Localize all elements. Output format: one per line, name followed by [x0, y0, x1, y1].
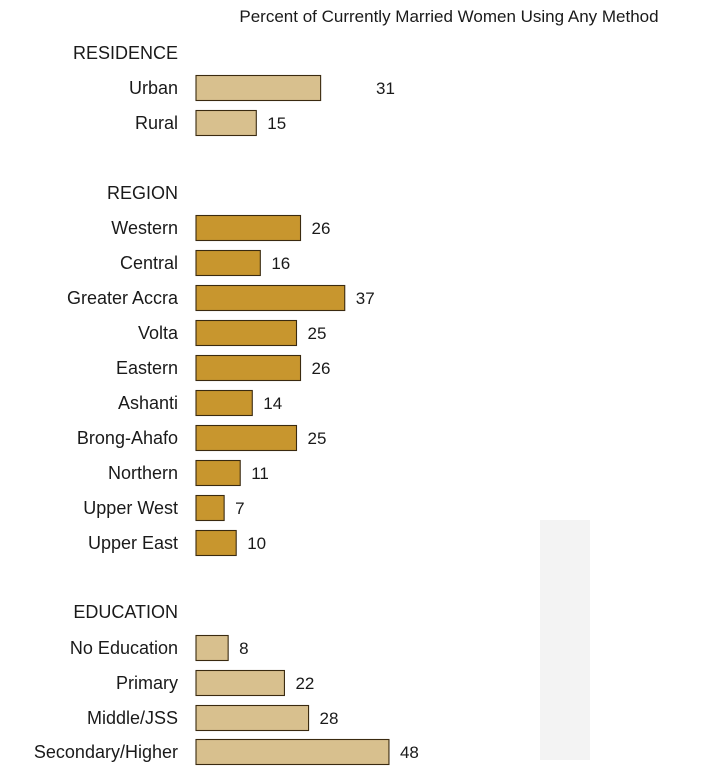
category-label-urban: Urban — [129, 78, 178, 98]
category-label-no-education: No Education — [70, 638, 178, 658]
category-label-rural: Rural — [135, 113, 178, 133]
value-label-upper-east: 10 — [247, 534, 266, 553]
category-label-upper-east: Upper East — [88, 533, 178, 553]
bar-rural — [195, 109, 257, 137]
value-label-volta: 25 — [308, 324, 327, 343]
category-label-primary: Primary — [116, 673, 178, 693]
bar-greater-accra — [195, 284, 346, 312]
value-label-central: 16 — [271, 254, 290, 273]
value-label-rural: 15 — [267, 114, 286, 133]
bar-eastern — [195, 354, 302, 382]
value-label-greater-accra: 37 — [356, 289, 375, 308]
value-label-primary: 22 — [295, 674, 314, 693]
bar-upper-east — [195, 529, 237, 557]
group-header-residence: RESIDENCE — [73, 43, 178, 63]
bar-upper-west — [195, 494, 225, 522]
bar-ashanti — [195, 389, 253, 417]
value-label-secondary-higher: 48 — [400, 743, 419, 762]
bar-urban — [195, 74, 322, 102]
category-label-middle-jss: Middle/JSS — [87, 708, 178, 728]
chart-title: Percent of Currently Married Women Using… — [239, 7, 658, 26]
category-label-ashanti: Ashanti — [118, 393, 178, 413]
category-label-brong-ahafo: Brong-Ahafo — [77, 428, 178, 448]
bar-volta — [195, 319, 298, 347]
bar-no-education — [195, 634, 229, 662]
category-label-western: Western — [111, 218, 178, 238]
value-label-western: 26 — [312, 219, 331, 238]
bar-central — [195, 249, 261, 277]
chart-body: RESIDENCE Urban 31 Rural 15 REGION Western 26 Ce… — [34, 43, 419, 766]
category-label-eastern: Eastern — [116, 358, 178, 378]
bar-primary — [195, 669, 285, 697]
value-label-no-education: 8 — [239, 639, 248, 658]
category-label-upper-west: Upper West — [83, 498, 178, 518]
bar-western — [195, 214, 302, 242]
bar-middle-jss — [195, 704, 310, 732]
value-label-northern: 11 — [251, 464, 269, 483]
value-label-middle-jss: 28 — [320, 709, 339, 728]
category-label-greater-accra: Greater Accra — [67, 288, 179, 308]
group-header-education: EDUCATION — [73, 602, 178, 622]
value-label-upper-west: 7 — [235, 499, 244, 518]
value-label-eastern: 26 — [312, 359, 331, 378]
value-label-urban: 31 — [376, 79, 395, 98]
value-label-ashanti: 14 — [263, 394, 282, 413]
group-header-region: REGION — [107, 183, 178, 203]
value-label-brong-ahafo: 25 — [308, 429, 327, 448]
bar-brong-ahafo — [195, 424, 298, 452]
category-label-northern: Northern — [108, 463, 178, 483]
background-shade — [540, 520, 590, 760]
category-label-central: Central — [120, 253, 178, 273]
category-label-volta: Volta — [138, 323, 179, 343]
bar-northern — [195, 459, 241, 487]
category-label-secondary-higher: Secondary/Higher — [34, 742, 178, 762]
bar-secondary-higher — [195, 738, 390, 766]
